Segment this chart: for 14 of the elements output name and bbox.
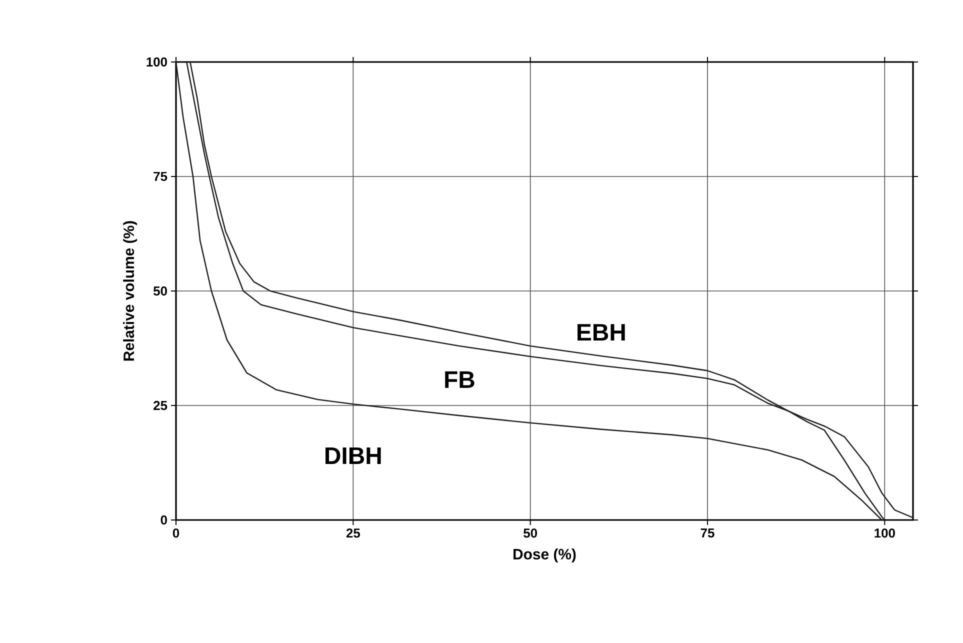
x-tick-label: 100 <box>874 528 895 538</box>
y-tick-label: 50 <box>154 286 167 296</box>
series-label: EBH <box>578 324 625 341</box>
y-axis-title: Relative volume (%) <box>123 221 138 361</box>
y-tick-label: 100 <box>146 57 167 67</box>
x-tick-label: 0 <box>172 528 180 538</box>
x-tick-label: 75 <box>700 528 714 538</box>
series-label: FB <box>445 371 474 388</box>
x-axis-title: Dose (%) <box>514 548 576 562</box>
y-tick-label: 25 <box>154 400 168 410</box>
x-tick-label: 50 <box>524 528 537 538</box>
y-tick-label: 0 <box>160 515 167 525</box>
y-tick-label: 75 <box>154 172 168 182</box>
x-tick-label: 25 <box>346 528 360 538</box>
